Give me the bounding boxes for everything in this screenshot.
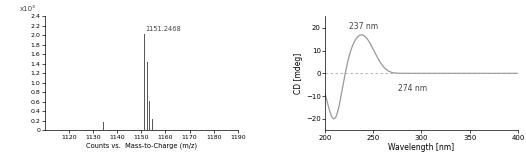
Text: x10³: x10³ bbox=[19, 6, 35, 12]
X-axis label: Wavelength [nm]: Wavelength [nm] bbox=[388, 143, 454, 152]
Text: 237 nm: 237 nm bbox=[349, 22, 378, 31]
Text: 274 nm: 274 nm bbox=[398, 84, 428, 93]
Y-axis label: CD [mdeg]: CD [mdeg] bbox=[294, 53, 303, 94]
X-axis label: Counts vs.  Mass-to-Charge (m/z): Counts vs. Mass-to-Charge (m/z) bbox=[86, 142, 197, 149]
Text: 1151.2468: 1151.2468 bbox=[145, 26, 181, 32]
